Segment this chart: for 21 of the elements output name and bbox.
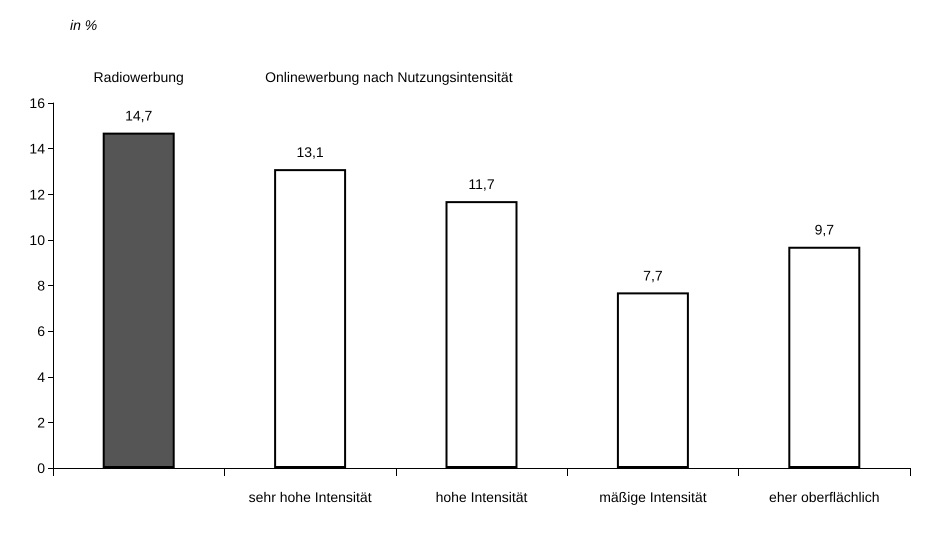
y-tick-label: 0 — [37, 460, 46, 476]
x-tick-label: eher oberflächlich — [769, 489, 880, 505]
data-label: 13,1 — [296, 144, 324, 160]
y-tick-label: 6 — [37, 323, 46, 340]
y-tick-label: 2 — [37, 414, 46, 430]
data-label: 11,7 — [468, 176, 495, 192]
y-tick-label: 12 — [29, 186, 46, 202]
y-tick-label: 14 — [29, 140, 46, 157]
data-label: 9,7 — [814, 222, 834, 238]
y-tick-label: 4 — [37, 368, 46, 385]
x-tick-label: hohe Intensität — [436, 489, 528, 505]
data-label: 7,7 — [643, 267, 663, 284]
text: Radiowerbung — [94, 69, 184, 85]
y-axis-title: in % — [70, 17, 98, 33]
data-label: 14,7 — [125, 108, 153, 124]
x-tick-label: sehr hohe Intensität — [248, 489, 372, 505]
text: Onlinewerbung nach Nutzungsintensität — [265, 69, 513, 85]
y-tick-label: 16 — [29, 95, 46, 111]
x-tick-label: mäßige Intensität — [599, 489, 707, 505]
y-tick-label: 10 — [29, 232, 46, 248]
y-tick-label: 8 — [37, 278, 46, 294]
